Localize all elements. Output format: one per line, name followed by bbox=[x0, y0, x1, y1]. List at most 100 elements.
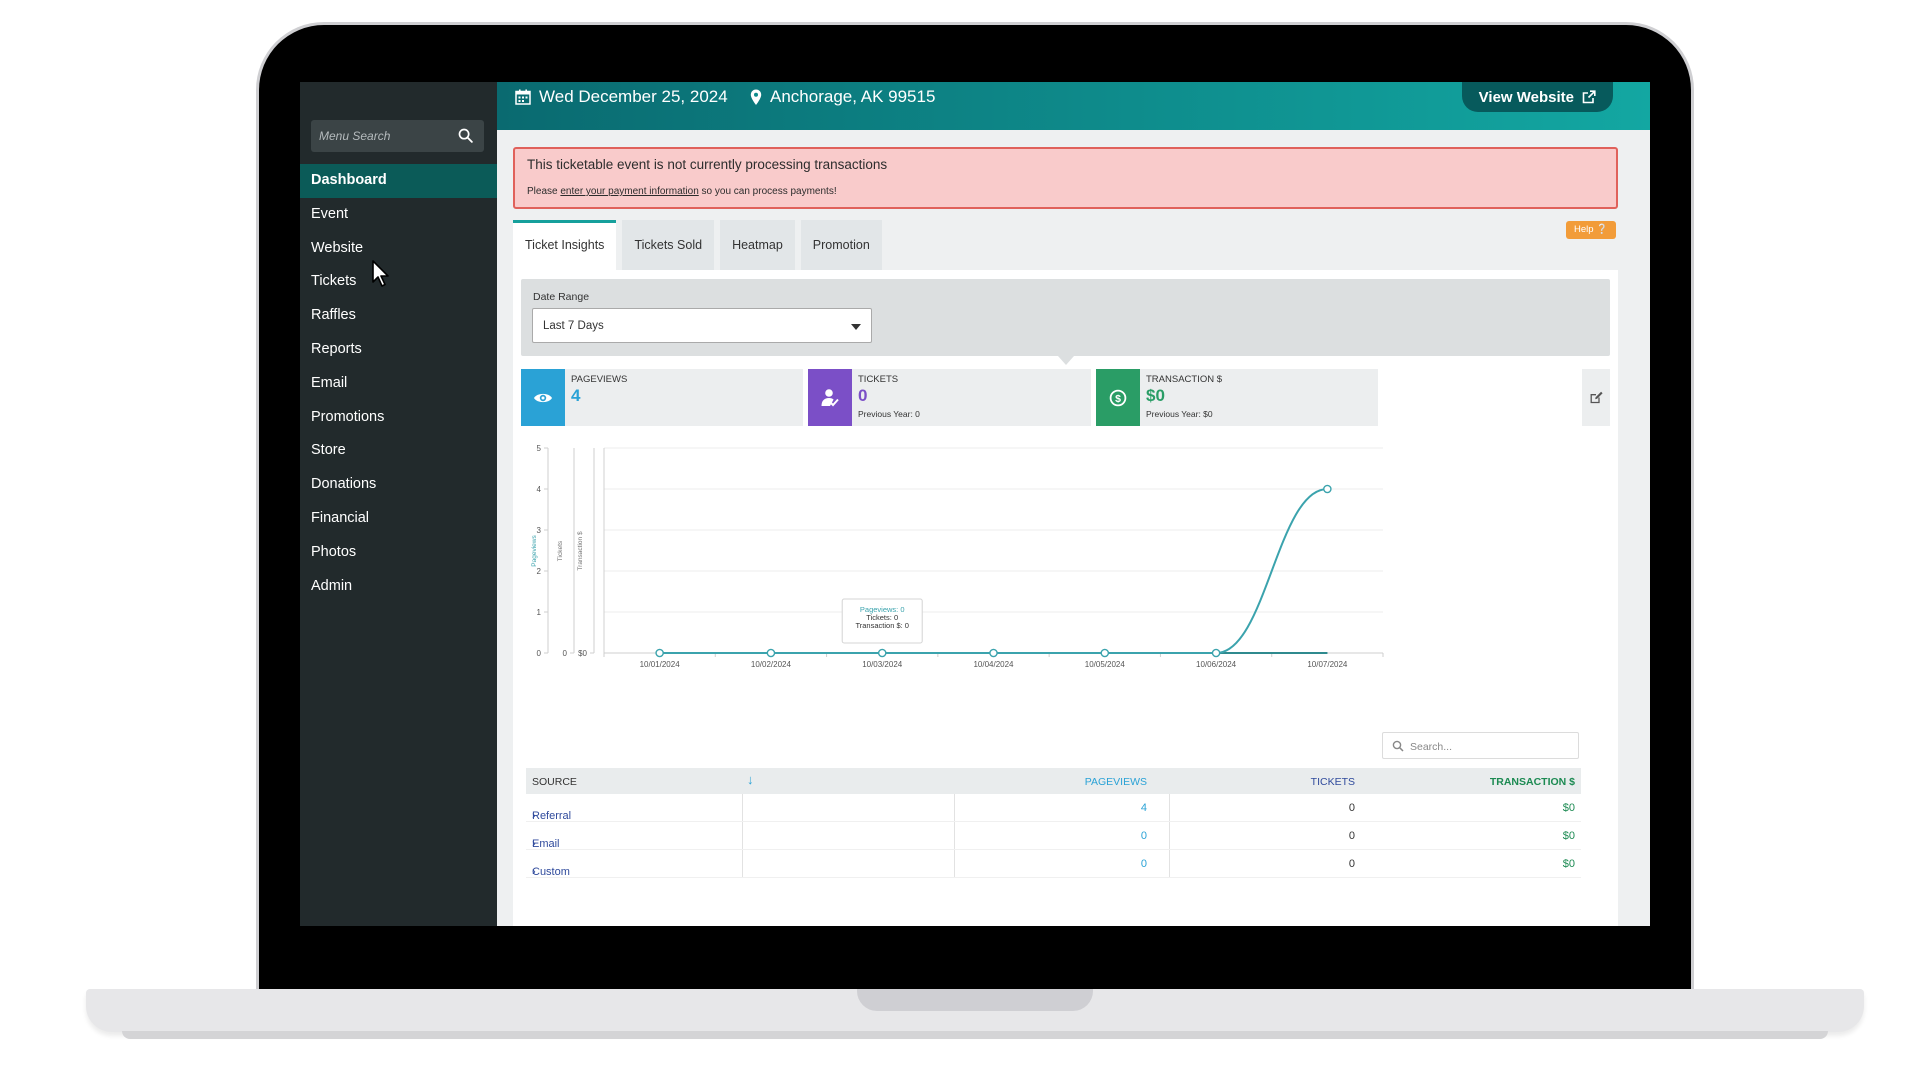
y-tick-label: 3 bbox=[537, 526, 542, 535]
x-tick-label: 10/06/2024 bbox=[1196, 660, 1237, 669]
sidebar-item-photos[interactable]: Photos bbox=[311, 543, 357, 560]
stat-transactions-previous: Previous Year: $0 bbox=[1146, 409, 1213, 419]
tab-ticket-insights[interactable]: Ticket Insights bbox=[513, 220, 617, 270]
event-date: Wed December 25, 2024 bbox=[515, 87, 728, 107]
chart-tooltip bbox=[841, 598, 923, 644]
calendar-icon bbox=[515, 89, 531, 105]
row-tickets: 0 bbox=[1348, 802, 1355, 814]
question-circle-icon: ❔ bbox=[1596, 224, 1609, 235]
event-location: Anchorage, AK 99515 bbox=[750, 87, 935, 107]
view-website-button[interactable]: View Website bbox=[1461, 82, 1613, 112]
menu-search[interactable]: Menu Search bbox=[311, 120, 484, 152]
stat-tickets-label: TICKETS bbox=[858, 374, 899, 385]
main-content: Wed December 25, 2024 Anchorage, AK 9951… bbox=[497, 82, 1650, 926]
stat-tickets-value: 0 bbox=[858, 386, 868, 405]
sidebar-nav: Dashboard Event Website Tickets Raffles … bbox=[300, 164, 497, 603]
caret-down-icon bbox=[851, 324, 861, 330]
y-tick-label: 4 bbox=[537, 485, 542, 494]
sidebar-item-donations[interactable]: Donations bbox=[311, 476, 377, 493]
sidebar-item-reports[interactable]: Reports bbox=[311, 340, 362, 357]
event-date-text: Wed December 25, 2024 bbox=[539, 87, 728, 106]
data-point-pageviews bbox=[1211, 648, 1221, 658]
alert-message-prefix: Please bbox=[527, 186, 561, 197]
svg-text:$: $ bbox=[1115, 393, 1121, 405]
y-tick-label: 0 bbox=[563, 649, 568, 658]
header-tickets[interactable]: TICKETS bbox=[1310, 776, 1355, 788]
y-tick-label: 5 bbox=[537, 444, 542, 453]
date-range-select[interactable]: Last 7 Days bbox=[532, 308, 872, 343]
sidebar-item-tickets[interactable]: Tickets bbox=[311, 273, 357, 290]
data-point-pageviews bbox=[989, 648, 998, 658]
sidebar-item-website[interactable]: Website bbox=[311, 239, 364, 256]
x-tick-label: 10/03/2024 bbox=[862, 660, 903, 669]
header-pageviews[interactable]: PAGEVIEWS bbox=[1084, 776, 1147, 788]
y-axis-title: Transaction $ bbox=[577, 531, 584, 571]
data-point-pageviews bbox=[655, 648, 664, 658]
column-divider bbox=[1169, 794, 1170, 878]
data-point-pageviews bbox=[766, 648, 776, 658]
row-transactions: $0 bbox=[1562, 802, 1575, 814]
stat-transactions[interactable]: $ TRANSACTION $ $0 Previous Year: $0 bbox=[1096, 369, 1378, 426]
y-tick-label: 0 bbox=[537, 649, 542, 658]
view-website-label: View Website bbox=[1478, 88, 1574, 106]
insights-chart: 0 1 2 3 4 5 Pageviews 0 Tickets $0 Transaction $ 10… bbox=[531, 444, 1384, 669]
data-point-pageviews bbox=[1323, 484, 1332, 494]
row-source-label: Custom bbox=[532, 866, 570, 878]
search-icon[interactable] bbox=[457, 127, 474, 144]
column-divider bbox=[742, 794, 743, 878]
row-tickets: 0 bbox=[1348, 830, 1355, 842]
row-source-label: Email bbox=[532, 838, 560, 850]
sidebar-item-store[interactable]: Store bbox=[311, 442, 346, 459]
stat-tickets[interactable]: TICKETS 0 Previous Year: 0 bbox=[808, 369, 1091, 426]
row-pageviews: 4 bbox=[1140, 802, 1147, 814]
top-bar: Wed December 25, 2024 Anchorage, AK 9951… bbox=[497, 82, 1650, 130]
stat-pageviews-label: PAGEVIEWS bbox=[571, 374, 628, 385]
sidebar-item-dashboard[interactable]: Dashboard bbox=[300, 164, 497, 198]
laptop-base-lip bbox=[122, 1031, 1828, 1039]
table-row: Custom › 0 0 $0 bbox=[526, 850, 1581, 878]
date-range-value: Last 7 Days bbox=[543, 320, 604, 332]
alert-message: Please enter your payment information so… bbox=[527, 186, 837, 197]
eye-icon bbox=[521, 369, 565, 426]
table-search-placeholder: Search... bbox=[1410, 741, 1453, 753]
edit-stats-button[interactable] bbox=[1582, 369, 1610, 426]
stat-pageviews-value: 4 bbox=[571, 386, 581, 405]
x-tick-label: 10/05/2024 bbox=[1085, 660, 1126, 669]
tooltip-line: Transaction $: 0 bbox=[855, 621, 909, 630]
tab-promotion[interactable]: Promotion bbox=[800, 220, 882, 270]
y-axis-title: Tickets bbox=[557, 540, 564, 561]
stat-pageviews[interactable]: PAGEVIEWS 4 bbox=[521, 369, 803, 426]
external-link-icon bbox=[1582, 90, 1596, 104]
y-tick-label: 2 bbox=[537, 567, 542, 576]
help-button[interactable]: Help ❔ bbox=[1566, 221, 1616, 239]
sidebar-item-financial[interactable]: Financial bbox=[311, 509, 370, 526]
header-source[interactable]: SOURCE bbox=[532, 776, 577, 788]
x-tick-label: 10/07/2024 bbox=[1307, 660, 1348, 669]
sidebar-item-raffles[interactable]: Raffles bbox=[311, 307, 356, 324]
row-source-label: Referral bbox=[532, 810, 572, 822]
tab-tickets-sold[interactable]: Tickets Sold bbox=[622, 220, 715, 270]
sidebar-item-event[interactable]: Event bbox=[311, 205, 349, 222]
row-pageviews: 0 bbox=[1140, 830, 1147, 842]
payment-info-link[interactable]: enter your payment information bbox=[560, 186, 699, 197]
sidebar-item-admin[interactable]: Admin bbox=[311, 577, 353, 594]
source-table: SOURCE ↓ PAGEVIEWS TICKETS TRANSACTION $… bbox=[526, 768, 1581, 878]
table-row: Email › 0 0 $0 bbox=[526, 822, 1581, 850]
insights-panel: Date Range Last 7 Days PAGEVIEWS 4 TICKE… bbox=[513, 270, 1618, 926]
map-pin-icon bbox=[750, 89, 762, 105]
sidebar-item-email[interactable]: Email bbox=[311, 374, 348, 391]
chevron-right-icon: › bbox=[532, 838, 536, 850]
sidebar-item-promotions[interactable]: Promotions bbox=[311, 408, 385, 425]
sort-desc-icon[interactable]: ↓ bbox=[747, 772, 754, 787]
date-range-bar: Date Range Last 7 Days bbox=[521, 279, 1610, 356]
header-transactions[interactable]: TRANSACTION $ bbox=[1489, 776, 1575, 788]
edit-icon bbox=[1590, 391, 1603, 404]
help-label: Help bbox=[1573, 224, 1594, 235]
row-pageviews: 0 bbox=[1140, 858, 1147, 870]
tab-heatmap[interactable]: Heatmap bbox=[720, 220, 795, 270]
dollar-circle-icon: $ bbox=[1096, 369, 1140, 426]
stat-tickets-previous: Previous Year: 0 bbox=[858, 409, 920, 419]
insight-tabs: Ticket Insights Tickets Sold Heatmap Pro… bbox=[513, 220, 882, 270]
table-search-input[interactable]: Search... bbox=[1382, 732, 1579, 759]
event-location-text: Anchorage, AK 99515 bbox=[770, 87, 936, 106]
